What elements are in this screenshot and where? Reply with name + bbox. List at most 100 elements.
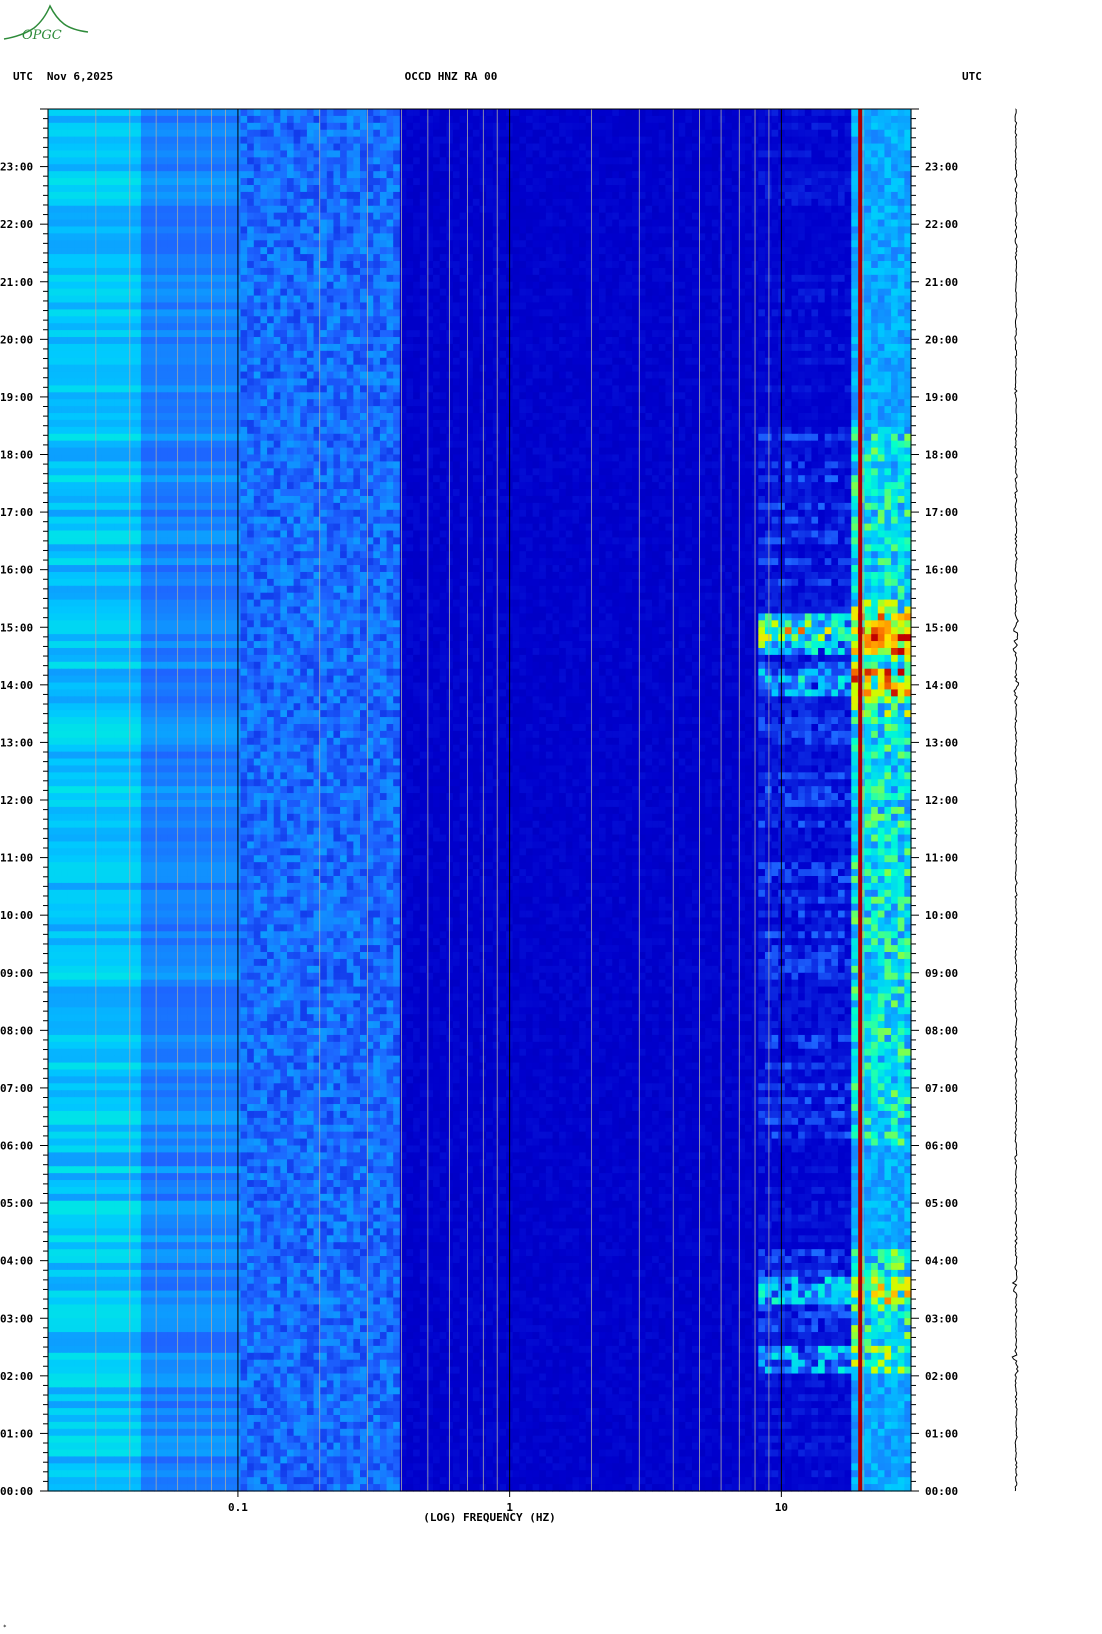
heatmap-cell <box>167 288 175 297</box>
heatmap-cell <box>227 330 235 338</box>
heatmap-cell <box>738 274 746 283</box>
heatmap-cell <box>851 343 859 352</box>
heatmap-cell <box>698 274 706 283</box>
heatmap-cell <box>784 240 793 248</box>
heatmap-cell <box>539 205 547 214</box>
heatmap-cell <box>446 261 454 269</box>
heatmap-cell <box>293 240 301 248</box>
heatmap-cell <box>618 343 627 352</box>
heatmap-cell <box>54 136 62 145</box>
heatmap-cell <box>247 371 255 380</box>
heatmap-cell <box>466 129 474 138</box>
heatmap-cell <box>844 261 852 269</box>
heatmap-cell <box>665 150 673 158</box>
heatmap-cell <box>107 109 115 117</box>
heatmap-cell <box>486 233 494 241</box>
heatmap-cell <box>187 274 195 283</box>
heatmap-cell <box>61 337 69 345</box>
heatmap-cell <box>81 316 89 324</box>
heatmap-cell <box>711 157 720 165</box>
heatmap-cell <box>711 337 720 345</box>
heatmap-cell <box>725 171 733 179</box>
heatmap-cell <box>114 171 122 179</box>
heatmap-cell <box>572 219 580 228</box>
heatmap-cell <box>333 261 341 269</box>
heatmap-cell <box>419 302 427 310</box>
timezone-left-label: UTC <box>13 70 33 83</box>
heatmap-cell <box>791 171 799 179</box>
heatmap-cell <box>187 157 195 165</box>
heatmap-cell <box>426 150 434 158</box>
heatmap-cell <box>844 122 852 131</box>
heatmap-cell <box>658 330 666 338</box>
heatmap-cell <box>791 274 799 283</box>
heatmap-cell <box>545 295 554 304</box>
heatmap-cell <box>48 267 56 276</box>
heatmap-cell <box>685 357 693 366</box>
heatmap-cell <box>466 357 474 366</box>
heatmap-cell <box>134 226 142 234</box>
heatmap-cell <box>379 330 388 338</box>
heatmap-cell <box>804 295 813 304</box>
heatmap-cell <box>731 198 739 207</box>
heatmap-cell <box>871 143 879 152</box>
heatmap-cell <box>844 150 852 158</box>
heatmap-cell <box>585 240 593 248</box>
heatmap-cell <box>74 205 82 214</box>
heatmap-cell <box>579 254 587 262</box>
heatmap-cell <box>353 129 361 138</box>
heatmap-cell <box>114 267 122 276</box>
heatmap-cell <box>94 316 102 324</box>
heatmap-cell <box>718 302 726 310</box>
heatmap-cell <box>871 295 879 304</box>
heatmap-cell <box>452 350 461 359</box>
heatmap-cell <box>652 115 660 124</box>
heatmap-cell <box>306 143 315 152</box>
heatmap-cell <box>824 274 832 283</box>
heatmap-cell <box>280 205 288 214</box>
heatmap-cell <box>107 136 115 145</box>
heatmap-cell <box>466 274 474 283</box>
heatmap-cell <box>691 261 700 269</box>
heatmap-cell <box>691 267 700 276</box>
heatmap-cell <box>559 109 567 117</box>
heatmap-cell <box>499 330 507 338</box>
heatmap-cell <box>107 240 115 248</box>
heatmap-cell <box>612 288 620 297</box>
heatmap-cell <box>705 323 713 331</box>
heatmap-cell <box>213 171 222 179</box>
heatmap-cell <box>864 226 872 234</box>
heatmap-cell <box>94 212 102 221</box>
heatmap-cell <box>433 178 441 186</box>
heatmap-cell <box>300 288 308 297</box>
heatmap-cell <box>904 295 912 304</box>
heatmap-cell <box>512 219 520 228</box>
heatmap-cell <box>811 267 819 276</box>
heatmap-cell <box>545 136 554 145</box>
heatmap-cell <box>247 109 255 117</box>
heatmap-cell <box>552 150 560 158</box>
heatmap-cell <box>492 350 501 359</box>
heatmap-cell <box>406 226 414 234</box>
heatmap-cell <box>891 295 899 304</box>
heatmap-cell <box>293 309 301 317</box>
heatmap-cell <box>625 288 633 297</box>
heatmap-cell <box>519 212 527 221</box>
heatmap-cell <box>698 129 706 138</box>
heatmap-cell <box>831 316 839 324</box>
heatmap-cell <box>127 143 135 152</box>
heatmap-cell <box>652 323 660 331</box>
heatmap-cell <box>306 191 315 200</box>
heatmap-cell <box>433 240 441 248</box>
heatmap-cell <box>67 109 76 117</box>
heatmap-cell <box>360 212 368 221</box>
heatmap-cell <box>180 191 189 200</box>
heatmap-cell <box>366 150 374 158</box>
heatmap-cell <box>373 323 381 331</box>
heatmap-cell <box>346 122 354 131</box>
heatmap-cell <box>134 337 142 345</box>
heatmap-cell <box>605 185 613 193</box>
heatmap-cell <box>459 337 467 345</box>
heatmap-cell <box>791 226 799 234</box>
heatmap-cell <box>306 254 315 262</box>
